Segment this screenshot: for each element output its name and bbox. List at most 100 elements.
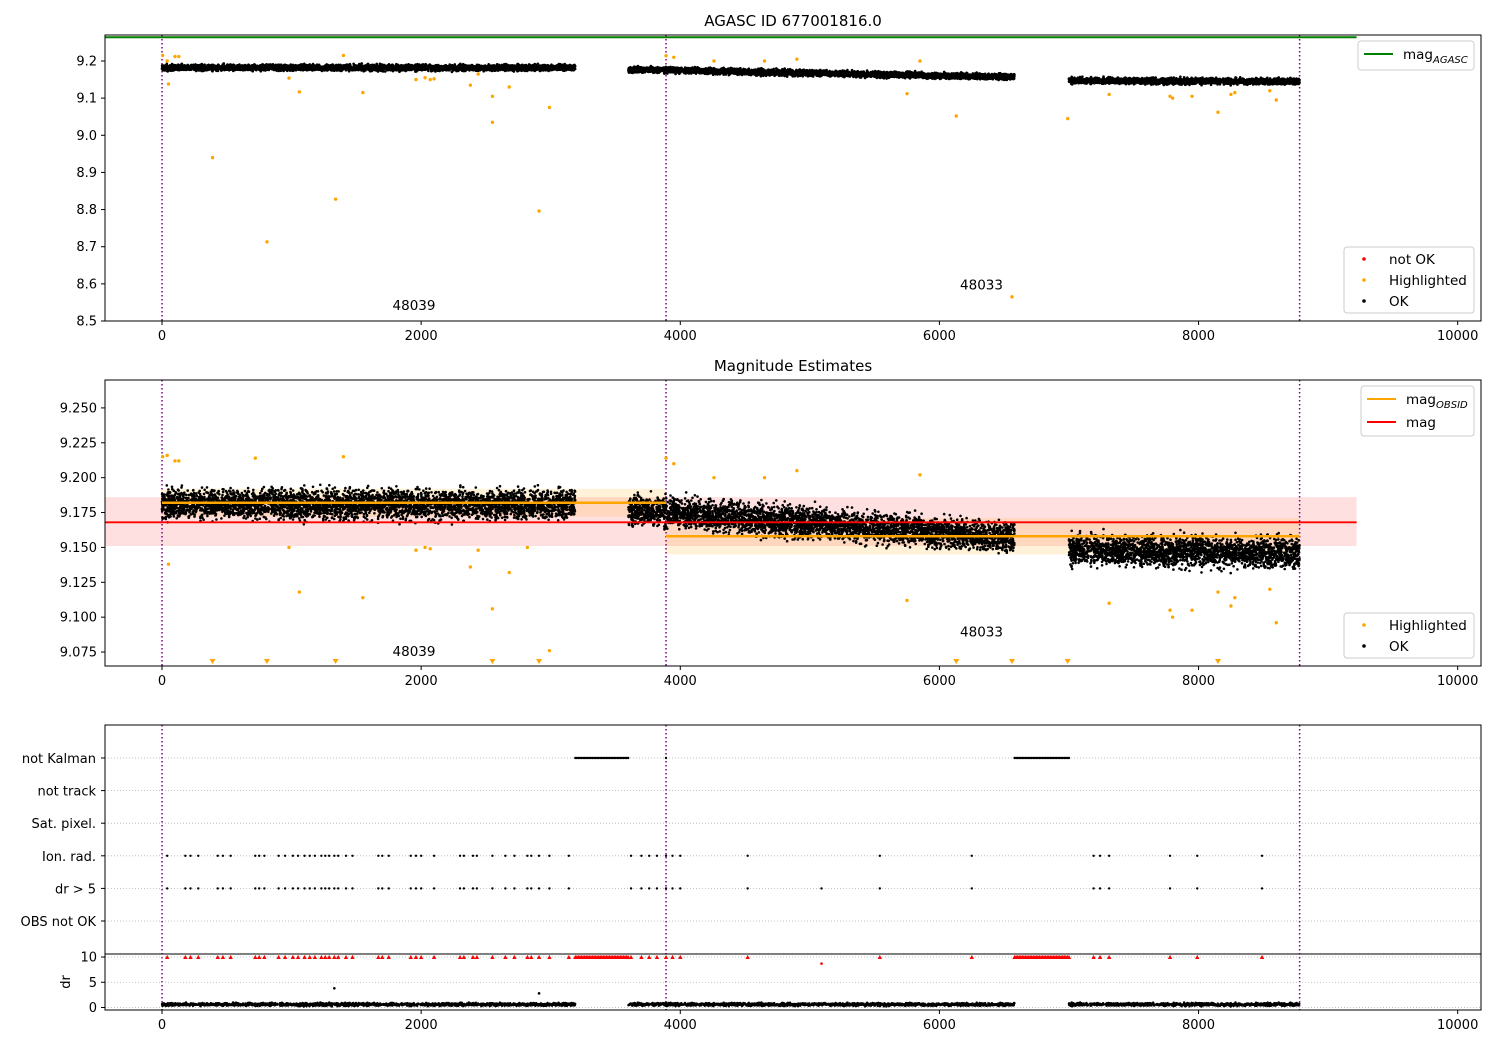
p1-ok-point: [320, 69, 324, 73]
p1-ok-point: [557, 62, 561, 66]
p1-ok-point: [176, 65, 179, 69]
p1-ok-point: [437, 67, 441, 70]
p1-ok-point: [240, 68, 243, 71]
p1-ok-point: [200, 69, 203, 73]
p1-ok-point: [482, 65, 486, 69]
p1-ok-point: [434, 67, 438, 70]
p1-ok-point: [302, 66, 306, 70]
p1-ok-point: [426, 67, 429, 71]
p1-ok-point: [203, 67, 206, 71]
p1-ok-point: [536, 65, 539, 68]
p1-ok-point: [249, 68, 253, 71]
p1-ok-point: [450, 70, 454, 74]
p1-ok-point: [391, 64, 395, 68]
p1-ok-point: [161, 64, 165, 68]
p1-ok-point: [543, 63, 547, 67]
p1-ok-point: [360, 62, 364, 65]
p1-ok-point: [284, 66, 287, 69]
p1-ok-point: [451, 65, 455, 68]
p1-ok-point: [495, 68, 498, 72]
p1-ok-point: [310, 65, 314, 69]
p1-ok-point: [275, 68, 279, 71]
p1-ok-point: [219, 68, 223, 72]
p1-ok-point: [201, 65, 205, 68]
p1-ok-point: [573, 64, 577, 68]
p1-ok-point: [524, 65, 528, 69]
p1-ok-point: [339, 69, 342, 73]
p1-ok-point: [295, 64, 298, 68]
p1-ok-point: [254, 68, 257, 71]
p1-ok-point: [272, 66, 276, 69]
p1-ok-point: [510, 66, 514, 69]
p1-ok-point: [516, 64, 520, 67]
p1-ok-point: [461, 66, 464, 69]
p1-ok-point: [564, 64, 568, 68]
p1-ok-point: [459, 62, 462, 66]
p1-ok-point: [525, 69, 529, 72]
p1-ok-point: [568, 64, 571, 67]
p1-ok-point: [474, 66, 478, 69]
p1-ok-point: [329, 63, 333, 67]
p1-ok-point: [420, 68, 424, 71]
p1-ok-point: [535, 63, 539, 66]
p1-ok-point: [514, 66, 518, 70]
p1-ok-point: [317, 68, 321, 71]
p1-ok-point: [540, 67, 544, 71]
p1-ok-point: [466, 65, 470, 68]
p1-ok-point: [415, 70, 418, 73]
p1-ok-point: [409, 65, 413, 68]
p1-ok-point: [445, 64, 449, 68]
p1-ok-point: [552, 67, 555, 71]
p1-ok-point: [313, 64, 316, 68]
p1-ok-point: [496, 66, 499, 69]
p1-ok-point: [308, 63, 312, 66]
p1-ok-point: [348, 62, 352, 66]
p1-ok-point: [384, 65, 388, 69]
p1-ok-point: [373, 64, 377, 68]
p1-ok-point: [231, 68, 234, 71]
p1-ok-point: [192, 67, 195, 70]
p1-ok-point: [502, 66, 505, 69]
p1-ok-point: [179, 64, 182, 68]
p1-ok-point: [387, 65, 390, 68]
p1-ok-point: [370, 67, 374, 70]
p1-ok-point: [406, 68, 409, 72]
p1-ok-point: [304, 64, 307, 67]
p1-ok-point: [519, 65, 522, 69]
p1-ok-point: [300, 63, 304, 66]
p1-ok-point: [434, 70, 437, 73]
p1-ok-point: [398, 65, 401, 68]
p1-ok-point: [552, 64, 555, 68]
p1-ok-point: [168, 66, 171, 70]
p1-ok-point: [457, 64, 461, 68]
p1-ok-point: [261, 63, 265, 66]
p1-ok-point: [315, 63, 319, 67]
p1-ok-point: [224, 67, 228, 71]
p1-ok-point: [279, 68, 283, 72]
p1-ok-point: [556, 66, 560, 69]
p1-ok-point: [257, 65, 260, 69]
p1-ok-point: [454, 67, 457, 70]
p1-ok-point: [347, 69, 351, 72]
p1-ok-point: [172, 66, 175, 69]
p1-ok-point: [378, 64, 381, 68]
p1-ok-point: [531, 64, 534, 67]
p1-ok-point: [323, 67, 327, 70]
p1-ok-point: [399, 69, 402, 72]
p1-ok-point: [363, 68, 367, 72]
p1-ok-point: [507, 66, 510, 70]
p1-ok-point: [311, 62, 315, 66]
p1-ok-point: [486, 68, 489, 71]
p1-ok-point: [342, 64, 346, 67]
p1-ok-point: [465, 68, 469, 71]
p1-ok-point: [506, 63, 509, 67]
p1-ok-point: [164, 65, 167, 69]
p1-ok-point: [193, 64, 196, 67]
p1-ok-point: [387, 68, 390, 72]
p1-ok-point: [478, 68, 482, 71]
p1-ok-point: [238, 63, 241, 66]
p1-ok-point: [258, 68, 261, 72]
p1-ok-point: [370, 64, 374, 67]
p1-ok-point: [572, 69, 575, 72]
